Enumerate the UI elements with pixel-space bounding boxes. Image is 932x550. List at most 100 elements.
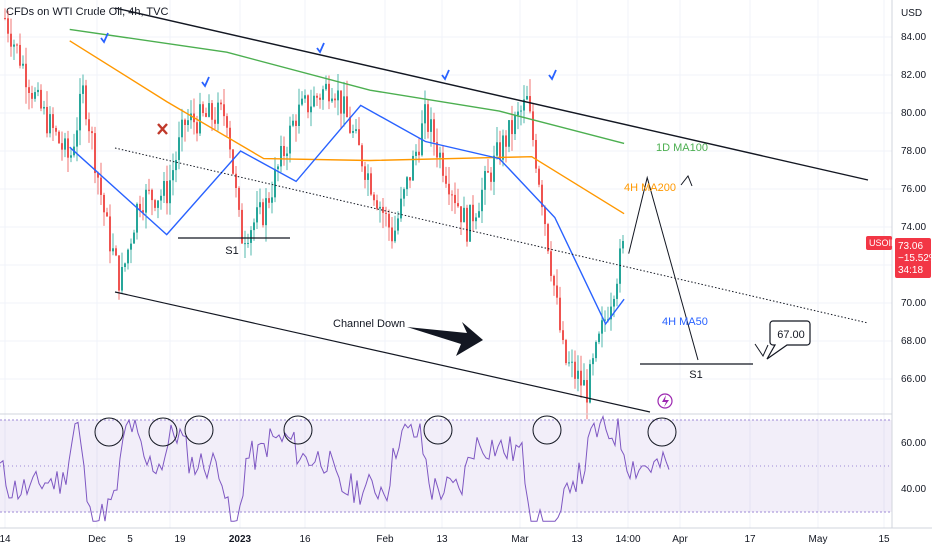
candle-body — [400, 198, 402, 219]
candle-body — [598, 333, 600, 343]
channel-label: Channel Down — [333, 318, 405, 330]
price-tick-label: 76.00 — [901, 184, 926, 195]
check-icon — [548, 69, 557, 81]
check-marks — [100, 32, 557, 88]
candle-body — [25, 63, 27, 88]
candle-body — [391, 227, 393, 242]
badge-symbol: USOIL — [869, 238, 896, 248]
time-axis[interactable]: 14 Dec 5 19 2023 16 Feb 13 Mar 13 14:00 Apr 17 May 15 — [0, 534, 890, 545]
candle-body — [121, 267, 123, 291]
candle-body — [13, 44, 15, 47]
check-icon — [100, 32, 109, 44]
candle-body — [532, 111, 534, 140]
candle-body — [466, 207, 468, 242]
ma50-label: 4H MA50 — [662, 316, 708, 328]
price-badge: USOIL 73.06 −15.52% 34:18 — [866, 236, 932, 278]
s1-right-label: S1 — [689, 369, 702, 381]
candle-body — [463, 207, 465, 223]
target-callout[interactable]: 67.00 — [766, 320, 811, 360]
candle-body — [592, 358, 594, 365]
channel-arrow-icon — [407, 322, 483, 356]
time-tick-label: 17 — [744, 534, 756, 545]
candle-body — [247, 242, 249, 244]
candle-body — [115, 248, 117, 256]
candle-body — [622, 241, 624, 249]
candle-body — [448, 183, 450, 195]
candle-body — [454, 194, 456, 204]
candle-body — [28, 87, 30, 93]
candle-body — [124, 263, 126, 268]
candle-body — [127, 249, 129, 264]
candle-body — [37, 89, 39, 93]
candle-body — [175, 159, 177, 171]
time-tick-label: Feb — [376, 534, 394, 545]
channel-lower-line[interactable] — [114, 291, 651, 413]
candle-body — [337, 90, 339, 101]
candle-body — [535, 139, 537, 169]
candle-body — [412, 155, 414, 181]
candle-body — [523, 99, 525, 111]
candle-body — [358, 129, 360, 146]
candle-body — [502, 135, 504, 160]
candle-body — [130, 243, 132, 250]
candle-body — [16, 44, 18, 46]
badge-price: 73.06 — [898, 241, 923, 252]
candle-body — [88, 119, 90, 132]
time-tick-label: 19 — [174, 534, 186, 545]
candle-body — [145, 189, 147, 213]
candle-body — [187, 120, 189, 126]
candle-body — [76, 130, 78, 147]
candle-body — [217, 102, 219, 124]
candle-body — [262, 202, 264, 226]
candle-body — [283, 145, 285, 157]
time-tick-label: Apr — [672, 534, 688, 545]
time-tick-label: 16 — [299, 534, 311, 545]
candle-body — [172, 170, 174, 181]
candle-body — [352, 131, 354, 133]
candle-body — [553, 275, 555, 286]
candle-body — [397, 218, 399, 231]
candle-body — [508, 120, 510, 147]
candle-body — [319, 97, 321, 100]
candle-body — [292, 120, 294, 126]
candle-body — [445, 175, 447, 184]
candle-body — [205, 113, 207, 117]
lightning-icon — [657, 393, 673, 409]
channel-mid-line[interactable] — [114, 147, 869, 324]
rsi-axis[interactable]: 60.00 40.00 — [901, 438, 926, 495]
candle-body — [349, 117, 351, 133]
candle-body — [106, 212, 108, 217]
candle-body — [10, 33, 12, 47]
price-axis[interactable]: 84.0082.0080.0078.0076.0074.0072.0070.00… — [901, 32, 926, 385]
candle-body — [97, 173, 99, 178]
candle-body — [550, 251, 552, 276]
candle-body — [616, 283, 618, 299]
candle-body — [55, 127, 57, 132]
candle-body — [403, 189, 405, 199]
candle-body — [151, 189, 153, 201]
candle-body — [22, 63, 24, 66]
candle-body — [556, 285, 558, 298]
candle-body — [589, 364, 591, 403]
projection-path[interactable] — [628, 175, 699, 361]
candle-body — [268, 198, 270, 203]
candle-body — [427, 104, 429, 132]
candle-body — [406, 177, 408, 190]
channel-upper-line[interactable] — [114, 7, 869, 181]
candle-body — [133, 232, 135, 244]
candle-body — [562, 330, 564, 340]
candle-body — [58, 131, 60, 144]
candle-body — [34, 92, 36, 99]
candle-body — [214, 119, 216, 124]
candle-body — [559, 297, 561, 331]
candle-body — [460, 206, 462, 223]
time-tick-label: Dec — [88, 534, 106, 545]
time-tick-label: May — [809, 534, 828, 545]
candle-body — [298, 104, 300, 126]
price-tick-label: 78.00 — [901, 146, 926, 157]
candle-body — [418, 151, 420, 156]
candle-body — [244, 243, 246, 245]
ma50-line — [69, 104, 625, 326]
candle-body — [136, 203, 138, 233]
